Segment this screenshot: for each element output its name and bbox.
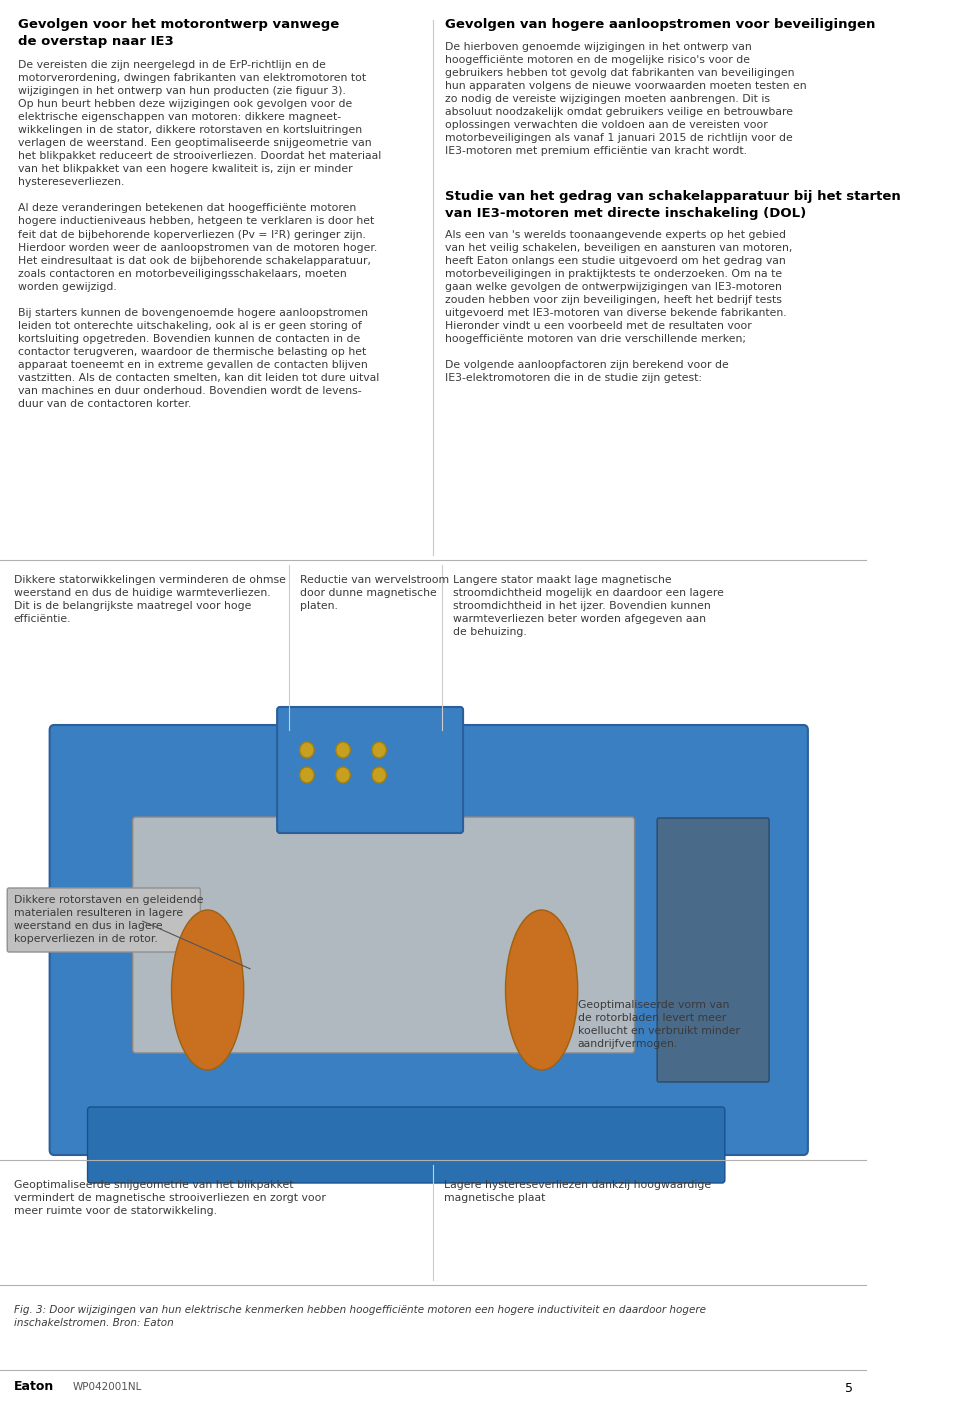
FancyBboxPatch shape [277,707,463,833]
Text: Dikkere rotorstaven en geleidende
materialen resulteren in lagere
weerstand en d: Dikkere rotorstaven en geleidende materi… [13,895,204,944]
Text: Als een van 's werelds toonaangevende experts op het gebied
van het veilig schak: Als een van 's werelds toonaangevende ex… [444,229,792,384]
Text: Lagere hystereseverliezen dankzij hoogwaardige
magnetische plaat: Lagere hystereseverliezen dankzij hoogwa… [444,1180,711,1204]
Text: Fig. 3: Door wijzigingen van hun elektrische kenmerken hebben hoogefficiënte mot: Fig. 3: Door wijzigingen van hun elektri… [13,1306,706,1328]
Text: Dikkere statorwikkelingen verminderen de ohmse
weerstand en dus de huidige warmt: Dikkere statorwikkelingen verminderen de… [13,575,285,624]
Text: Geoptimaliseerde snijgeometrie van het blikpakket
vermindert de magnetische stro: Geoptimaliseerde snijgeometrie van het b… [13,1180,325,1216]
Text: Studie van het gedrag van schakelapparatuur bij het starten
van IE3-motoren met : Studie van het gedrag van schakelapparat… [444,190,900,219]
Text: Geoptimaliseerde vorm van
de rotorbladen levert meer
koellucht en verbruikt mind: Geoptimaliseerde vorm van de rotorbladen… [578,1000,740,1049]
Ellipse shape [172,910,244,1070]
Text: WP042001NL: WP042001NL [72,1382,141,1392]
FancyBboxPatch shape [8,888,201,952]
Text: Langere stator maakt lage magnetische
stroomdichtheid mogelijk en daardoor een l: Langere stator maakt lage magnetische st… [453,575,724,637]
Circle shape [372,742,386,758]
Text: Eaton: Eaton [13,1381,54,1393]
Circle shape [300,742,314,758]
Circle shape [372,767,386,783]
Text: 5: 5 [845,1382,853,1395]
FancyBboxPatch shape [132,817,635,1054]
Text: Reductie van wervelstroom
door dunne magnetische
platen.: Reductie van wervelstroom door dunne mag… [300,575,449,612]
Circle shape [336,767,350,783]
FancyBboxPatch shape [50,725,808,1155]
Text: De vereisten die zijn neergelegd in de ErP-richtlijn en de
motorverordening, dwi: De vereisten die zijn neergelegd in de E… [18,59,381,409]
Circle shape [336,742,350,758]
Ellipse shape [506,910,578,1070]
FancyBboxPatch shape [658,818,769,1082]
Text: Gevolgen van hogere aanloopstromen voor beveiligingen: Gevolgen van hogere aanloopstromen voor … [444,18,875,31]
Circle shape [300,767,314,783]
Text: De hierboven genoemde wijzigingen in het ontwerp van
hoogefficiënte motoren en d: De hierboven genoemde wijzigingen in het… [444,42,806,156]
FancyBboxPatch shape [87,1107,725,1182]
Text: Gevolgen voor het motorontwerp vanwege
de overstap naar IE3: Gevolgen voor het motorontwerp vanwege d… [18,18,339,48]
